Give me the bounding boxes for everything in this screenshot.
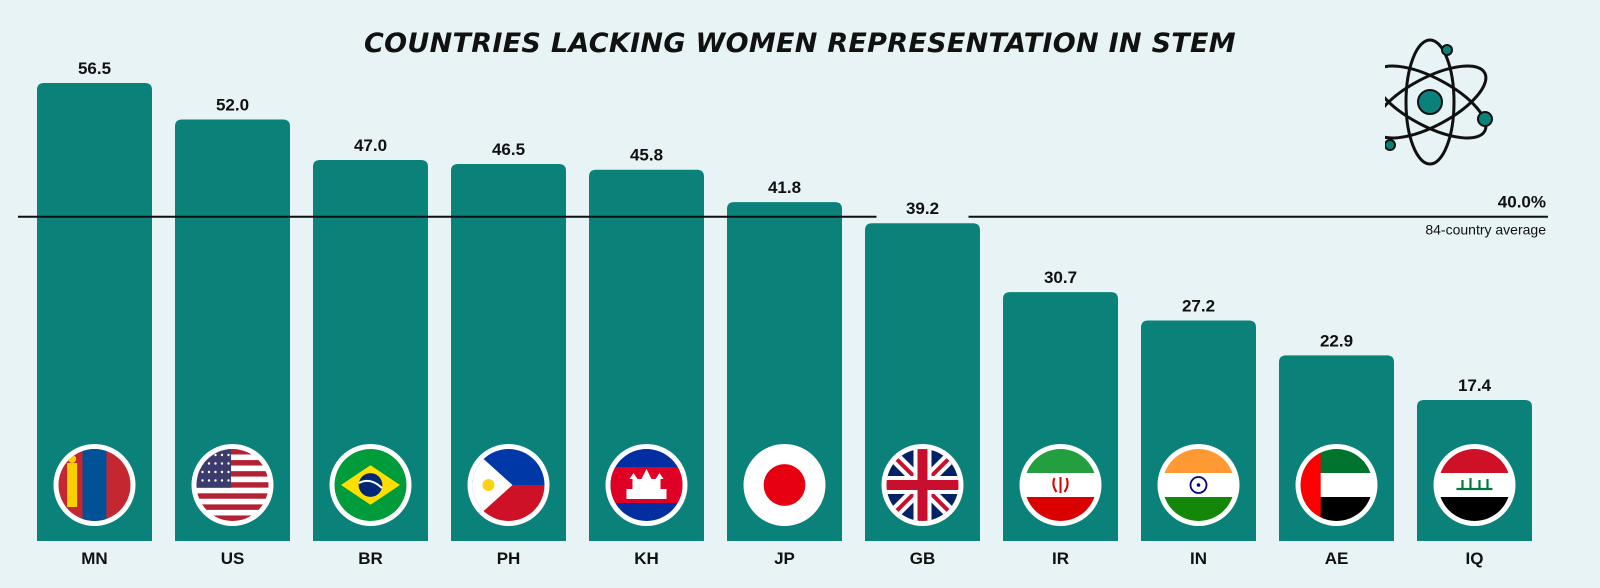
atom-icon bbox=[1385, 38, 1493, 166]
bar-ph bbox=[451, 164, 566, 541]
value-label: 52.0 bbox=[216, 95, 249, 114]
value-label: 27.2 bbox=[1182, 296, 1215, 315]
x-tick-label: BR bbox=[358, 549, 383, 568]
brazil-flag-icon bbox=[329, 444, 412, 526]
bar-br bbox=[313, 159, 428, 541]
philippines-flag-icon bbox=[467, 444, 550, 526]
x-tick-label: MN bbox=[81, 549, 107, 568]
x-tick-label: IQ bbox=[1466, 549, 1484, 568]
bar-mn bbox=[37, 82, 152, 542]
uae-flag-icon bbox=[1295, 444, 1378, 526]
chart-title: COUNTRIES LACKING WOMEN REPRESENTATION I… bbox=[364, 28, 1236, 59]
bar-kh bbox=[589, 169, 704, 541]
x-tick-label: GB bbox=[910, 549, 936, 568]
value-label: 47.0 bbox=[354, 136, 387, 155]
reference-line-sublabel: 84-country average bbox=[1425, 222, 1546, 238]
x-tick-label: IN bbox=[1190, 549, 1207, 568]
x-tick-label: KH bbox=[634, 549, 659, 568]
x-tick-label: IR bbox=[1052, 549, 1069, 568]
value-label: 22.9 bbox=[1320, 331, 1353, 350]
value-label: 17.4 bbox=[1458, 376, 1492, 395]
x-tick-label: AE bbox=[1325, 549, 1349, 568]
value-label: 56.5 bbox=[78, 59, 111, 78]
japan-flag-icon bbox=[743, 444, 826, 526]
value-label: 39.2 bbox=[906, 199, 939, 218]
value-label: 46.5 bbox=[492, 140, 525, 159]
x-tick-label: US bbox=[221, 549, 245, 568]
x-tick-label: PH bbox=[497, 549, 521, 568]
x-tick-label: JP bbox=[774, 549, 795, 568]
usa-flag-icon bbox=[191, 444, 274, 526]
value-label: 41.8 bbox=[768, 178, 801, 197]
cambodia-flag-icon bbox=[605, 444, 688, 526]
reference-line-label: 40.0% bbox=[1498, 193, 1546, 212]
value-label: 45.8 bbox=[630, 146, 663, 165]
india-flag-icon bbox=[1157, 444, 1240, 526]
uk-flag-icon bbox=[881, 444, 964, 526]
iran-flag-icon bbox=[1019, 444, 1102, 526]
mongolia-flag-icon bbox=[53, 444, 136, 526]
value-label: 30.7 bbox=[1044, 268, 1077, 287]
iraq-flag-icon bbox=[1433, 444, 1516, 526]
bar-us bbox=[175, 119, 290, 542]
